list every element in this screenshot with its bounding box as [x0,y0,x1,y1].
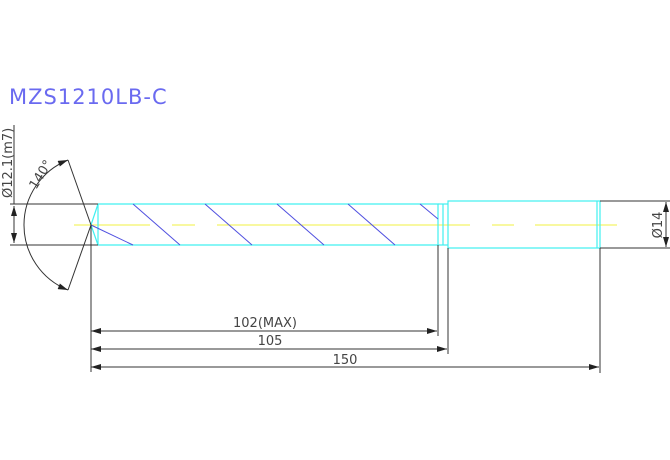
flute-length-label: 102(MAX) [233,316,297,331]
shank-diameter-label: Ø14 [651,212,666,239]
point-angle-label: 140° [27,158,56,193]
dimension-lines [10,125,670,373]
drill-outline [90,200,601,249]
helix-flutes [90,203,439,246]
body-length-label: 105 [258,334,283,349]
overall-length-label: 150 [333,353,358,368]
flute-diameter-label: Ø12.1(m7) [1,128,16,198]
part-number-title: MZS1210LB-C [9,85,168,109]
